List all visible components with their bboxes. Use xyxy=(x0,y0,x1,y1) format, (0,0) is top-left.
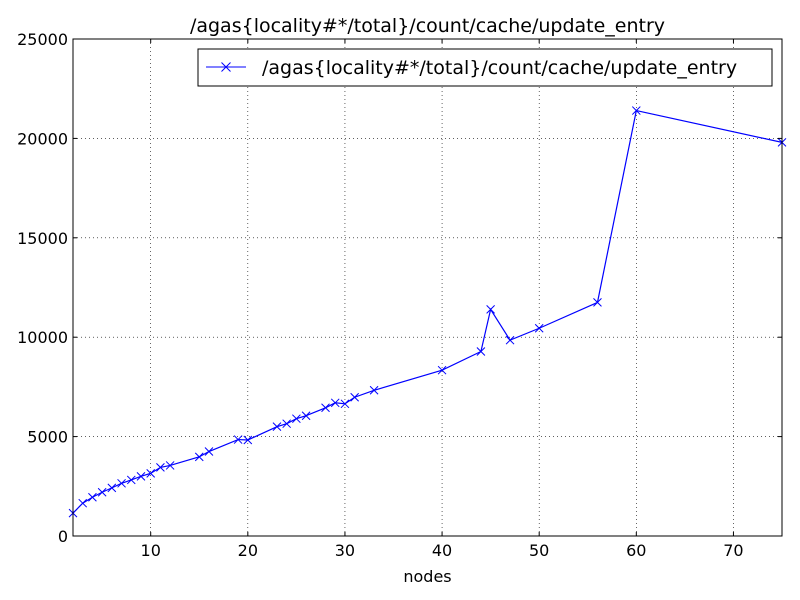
data-point-x-marker xyxy=(282,419,292,429)
plot-background xyxy=(73,39,782,536)
data-point-x-marker xyxy=(505,335,515,345)
data-point-x-marker xyxy=(476,347,486,356)
data-point-x-marker xyxy=(136,472,146,481)
x-tick-label: 70 xyxy=(723,541,743,560)
legend-box xyxy=(197,48,773,87)
data-point-x-marker xyxy=(321,403,330,413)
x-tick-label: 30 xyxy=(335,541,355,560)
data-point-x-marker xyxy=(126,475,136,485)
data-point-x-marker xyxy=(194,452,204,462)
data-point-x-marker xyxy=(340,399,350,409)
data-point-x-marker xyxy=(97,487,107,497)
data-point-x-marker xyxy=(243,435,253,445)
data-point-x-marker xyxy=(593,298,602,307)
data-point-x-marker xyxy=(117,478,126,488)
series-layer xyxy=(68,106,787,518)
y-tick-label: 25000 xyxy=(17,30,68,49)
data-point-x-marker xyxy=(233,435,243,444)
data-point-x-marker xyxy=(292,414,301,424)
data-point-x-marker xyxy=(437,365,447,375)
data-point-x-marker xyxy=(165,461,175,470)
chart-title: /agas{locality#*/total}/count/cache/upda… xyxy=(190,15,665,37)
x-axis-label: nodes xyxy=(403,567,451,586)
legend-marker-x-icon xyxy=(221,62,231,72)
data-point-x-marker xyxy=(204,447,214,456)
y-tick-label: 0 xyxy=(58,527,68,546)
data-point-x-marker xyxy=(369,385,379,395)
x-tick-label: 50 xyxy=(529,541,549,560)
data-point-x-marker xyxy=(486,305,495,314)
data-point-x-marker xyxy=(631,106,641,115)
legend-label: /agas{locality#*/total}/count/cache/upda… xyxy=(262,57,737,79)
y-tick-label: 10000 xyxy=(17,328,68,347)
data-point-x-marker xyxy=(330,398,340,408)
data-point-x-marker xyxy=(350,392,360,402)
data-point-x-marker xyxy=(272,422,282,432)
x-tick-label: 10 xyxy=(141,541,161,560)
data-point-x-marker xyxy=(107,483,117,493)
data-point-x-marker xyxy=(88,492,97,502)
data-point-x-marker xyxy=(78,498,88,508)
x-tick-label: 60 xyxy=(626,541,646,560)
data-point-x-marker xyxy=(534,323,544,333)
series-line xyxy=(72,109,783,514)
y-tick-label: 20000 xyxy=(17,129,68,148)
data-point-x-marker xyxy=(301,411,311,421)
x-tick-label: 40 xyxy=(432,541,452,560)
legend: /agas{locality#*/total}/count/cache/upda… xyxy=(197,48,773,87)
y-tick-label: 15000 xyxy=(17,229,68,248)
plot-frame xyxy=(72,38,783,537)
grid xyxy=(73,39,782,536)
data-point-x-marker xyxy=(146,469,156,478)
x-tick-label: 20 xyxy=(238,541,258,560)
data-point-x-marker xyxy=(156,463,165,472)
y-tick-label: 5000 xyxy=(27,428,68,447)
axis-ticks: 10 20 30 40 50 60 70 0 5000 10000 15000 20000 25000 xyxy=(17,30,782,560)
